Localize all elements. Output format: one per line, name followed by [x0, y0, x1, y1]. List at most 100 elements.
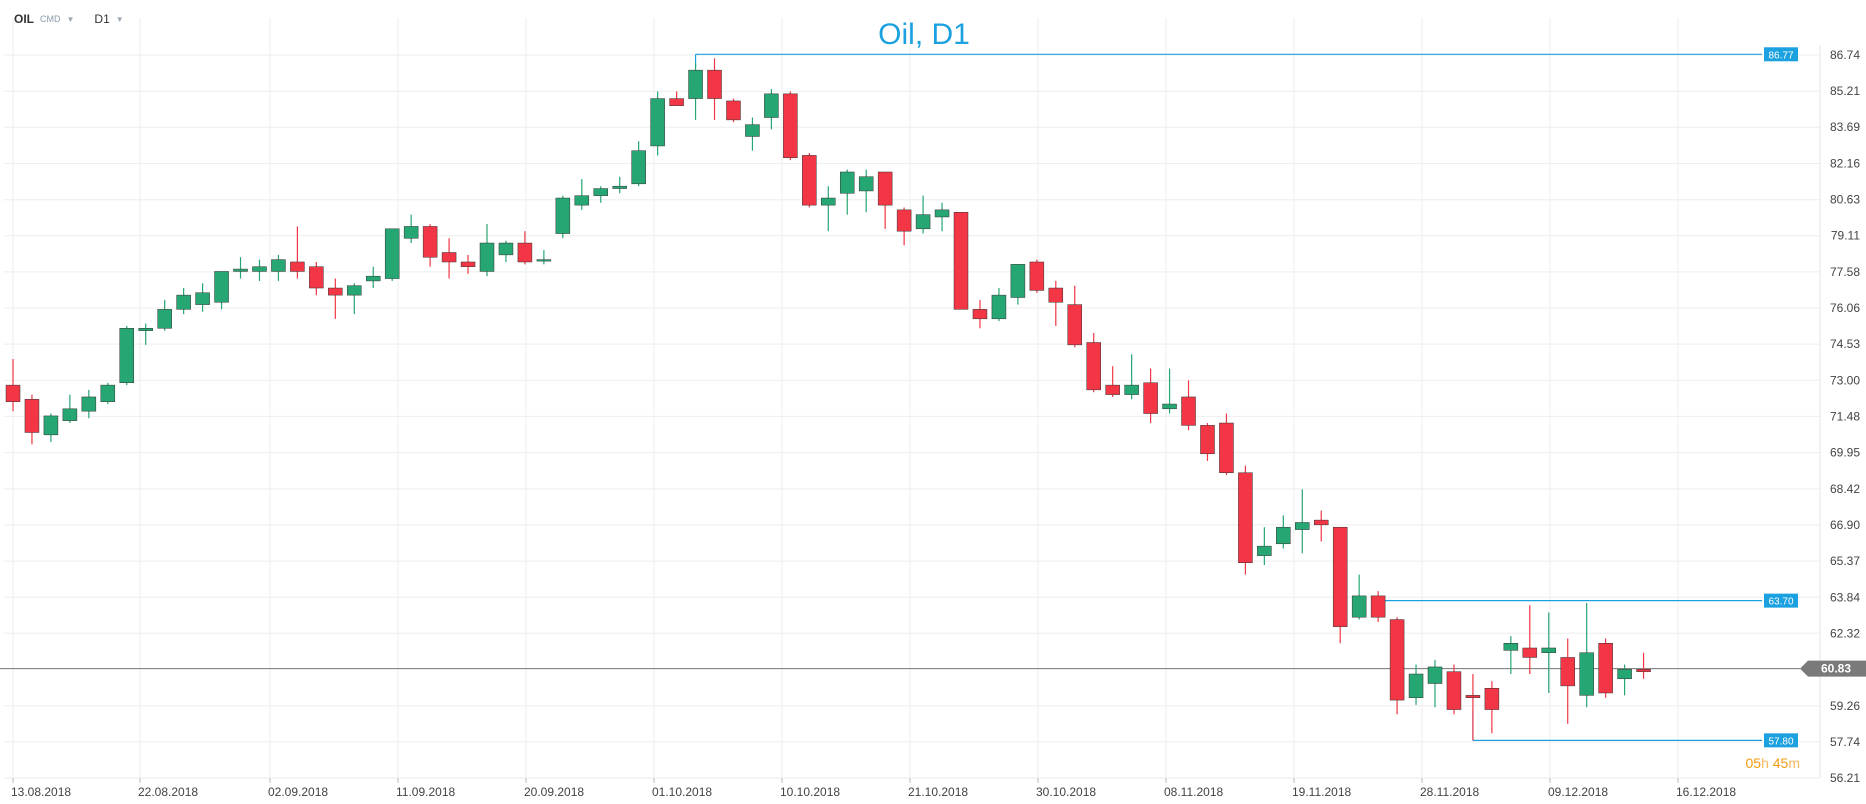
- candle-bullish: [1503, 636, 1519, 675]
- countdown-hours: 05: [1745, 755, 1762, 771]
- candle-body: [271, 259, 286, 272]
- candle-bearish: [5, 359, 21, 412]
- candle-bullish: [555, 195, 571, 239]
- candle-bullish: [100, 382, 116, 405]
- candle-body: [1503, 643, 1519, 651]
- level-tag-label: 57.80: [1768, 736, 1793, 747]
- candle-bullish: [593, 186, 609, 203]
- candle-body: [1219, 422, 1234, 473]
- candle-body: [479, 242, 495, 272]
- candle-bearish: [1370, 591, 1386, 622]
- candle-bullish: [81, 389, 97, 419]
- candle-body: [1579, 652, 1594, 696]
- candle-bearish: [953, 211, 969, 310]
- candle-body: [631, 150, 646, 185]
- candle-bullish: [384, 228, 400, 281]
- candle-bullish: [1427, 659, 1443, 708]
- symbol-label[interactable]: OIL: [14, 12, 34, 26]
- candle-body: [802, 155, 817, 206]
- y-tick-label: 59.26: [1830, 699, 1860, 713]
- candle-body: [290, 261, 305, 272]
- candle-body: [1295, 522, 1310, 530]
- candle-body: [1124, 384, 1139, 395]
- candle-bearish: [309, 261, 324, 296]
- candle-body: [934, 209, 950, 218]
- x-tick-label: 20.09.2018: [524, 785, 584, 799]
- caret-down-icon[interactable]: ▼: [115, 14, 124, 24]
- x-tick-label: 02.09.2018: [268, 785, 328, 799]
- candle-bearish: [1465, 674, 1481, 741]
- candle-bullish: [365, 266, 381, 289]
- candle-body: [365, 275, 381, 282]
- candle-body: [176, 294, 191, 310]
- candle-bullish: [536, 250, 552, 265]
- candle-body: [1257, 545, 1272, 556]
- candle-body: [214, 271, 229, 303]
- caret-down-icon[interactable]: ▼: [66, 14, 75, 24]
- candle-bearish: [972, 299, 988, 329]
- candle-bullish: [347, 283, 362, 315]
- candle-body: [1636, 669, 1651, 672]
- candle-body: [119, 328, 135, 384]
- asset-class-label[interactable]: CMD: [40, 14, 61, 24]
- candle-body: [441, 252, 457, 263]
- candle-body: [1560, 657, 1575, 687]
- candle-body: [1162, 403, 1177, 410]
- candle-body: [24, 399, 40, 433]
- candle-bullish: [479, 224, 495, 277]
- candle-body: [839, 171, 855, 194]
- candle-bearish: [877, 171, 893, 229]
- y-tick-label: 82.16: [1830, 156, 1860, 170]
- candle-bearish: [1181, 380, 1196, 431]
- candle-body: [783, 93, 798, 159]
- candle-body: [896, 209, 912, 232]
- candle-bearish: [1598, 638, 1613, 698]
- y-tick-label: 56.21: [1830, 771, 1860, 785]
- candle-body: [498, 242, 514, 256]
- candle-body: [877, 171, 893, 206]
- candle-bullish: [119, 325, 135, 386]
- candle-body: [1010, 264, 1026, 298]
- candle-bearish: [707, 58, 722, 120]
- candle-body: [43, 415, 59, 436]
- candle-body: [1370, 595, 1386, 618]
- candle-bearish: [1086, 333, 1101, 393]
- y-tick-label: 73.00: [1830, 373, 1860, 387]
- candle-bullish: [1541, 612, 1557, 693]
- candle-bearish: [422, 224, 438, 267]
- x-tick-label: 10.10.2018: [780, 785, 840, 799]
- candle-bearish: [726, 98, 741, 123]
- candle-countdown: 05h 45m: [1745, 755, 1800, 771]
- candle-bullish: [252, 259, 267, 281]
- candle-body: [1598, 643, 1613, 694]
- candle-body: [707, 69, 722, 99]
- candle-body: [688, 69, 703, 99]
- y-tick-label: 69.95: [1830, 446, 1860, 460]
- candle-bullish: [1351, 574, 1367, 620]
- candle-body: [555, 197, 571, 234]
- candle-body: [669, 98, 684, 106]
- x-tick-label: 19.11.2018: [1292, 785, 1351, 799]
- y-tick-label: 68.42: [1830, 482, 1860, 496]
- y-tick-label: 85.21: [1830, 84, 1860, 98]
- candle-body: [1067, 304, 1083, 346]
- candle-body: [1389, 619, 1405, 701]
- candle-bullish: [1257, 527, 1272, 566]
- candle-bullish: [764, 89, 779, 130]
- candle-body: [972, 309, 988, 320]
- candle-bearish: [24, 394, 40, 445]
- timeframe-label[interactable]: D1: [94, 12, 110, 26]
- candle-bullish: [934, 202, 950, 232]
- candle-bearish: [290, 226, 305, 279]
- x-axis: 13.08.2018 22.08.2018 02.09.2018 11.09.2018…: [11, 778, 1736, 799]
- candle-bullish: [574, 179, 590, 210]
- candle-bearish: [783, 91, 798, 161]
- candle-bullish: [1617, 664, 1632, 696]
- candle-body: [517, 242, 533, 263]
- candle-bearish: [1105, 366, 1120, 397]
- candle-bearish: [1636, 652, 1651, 679]
- candle-body: [1238, 472, 1253, 563]
- candle-bullish: [214, 271, 229, 310]
- candle-bearish: [460, 254, 476, 274]
